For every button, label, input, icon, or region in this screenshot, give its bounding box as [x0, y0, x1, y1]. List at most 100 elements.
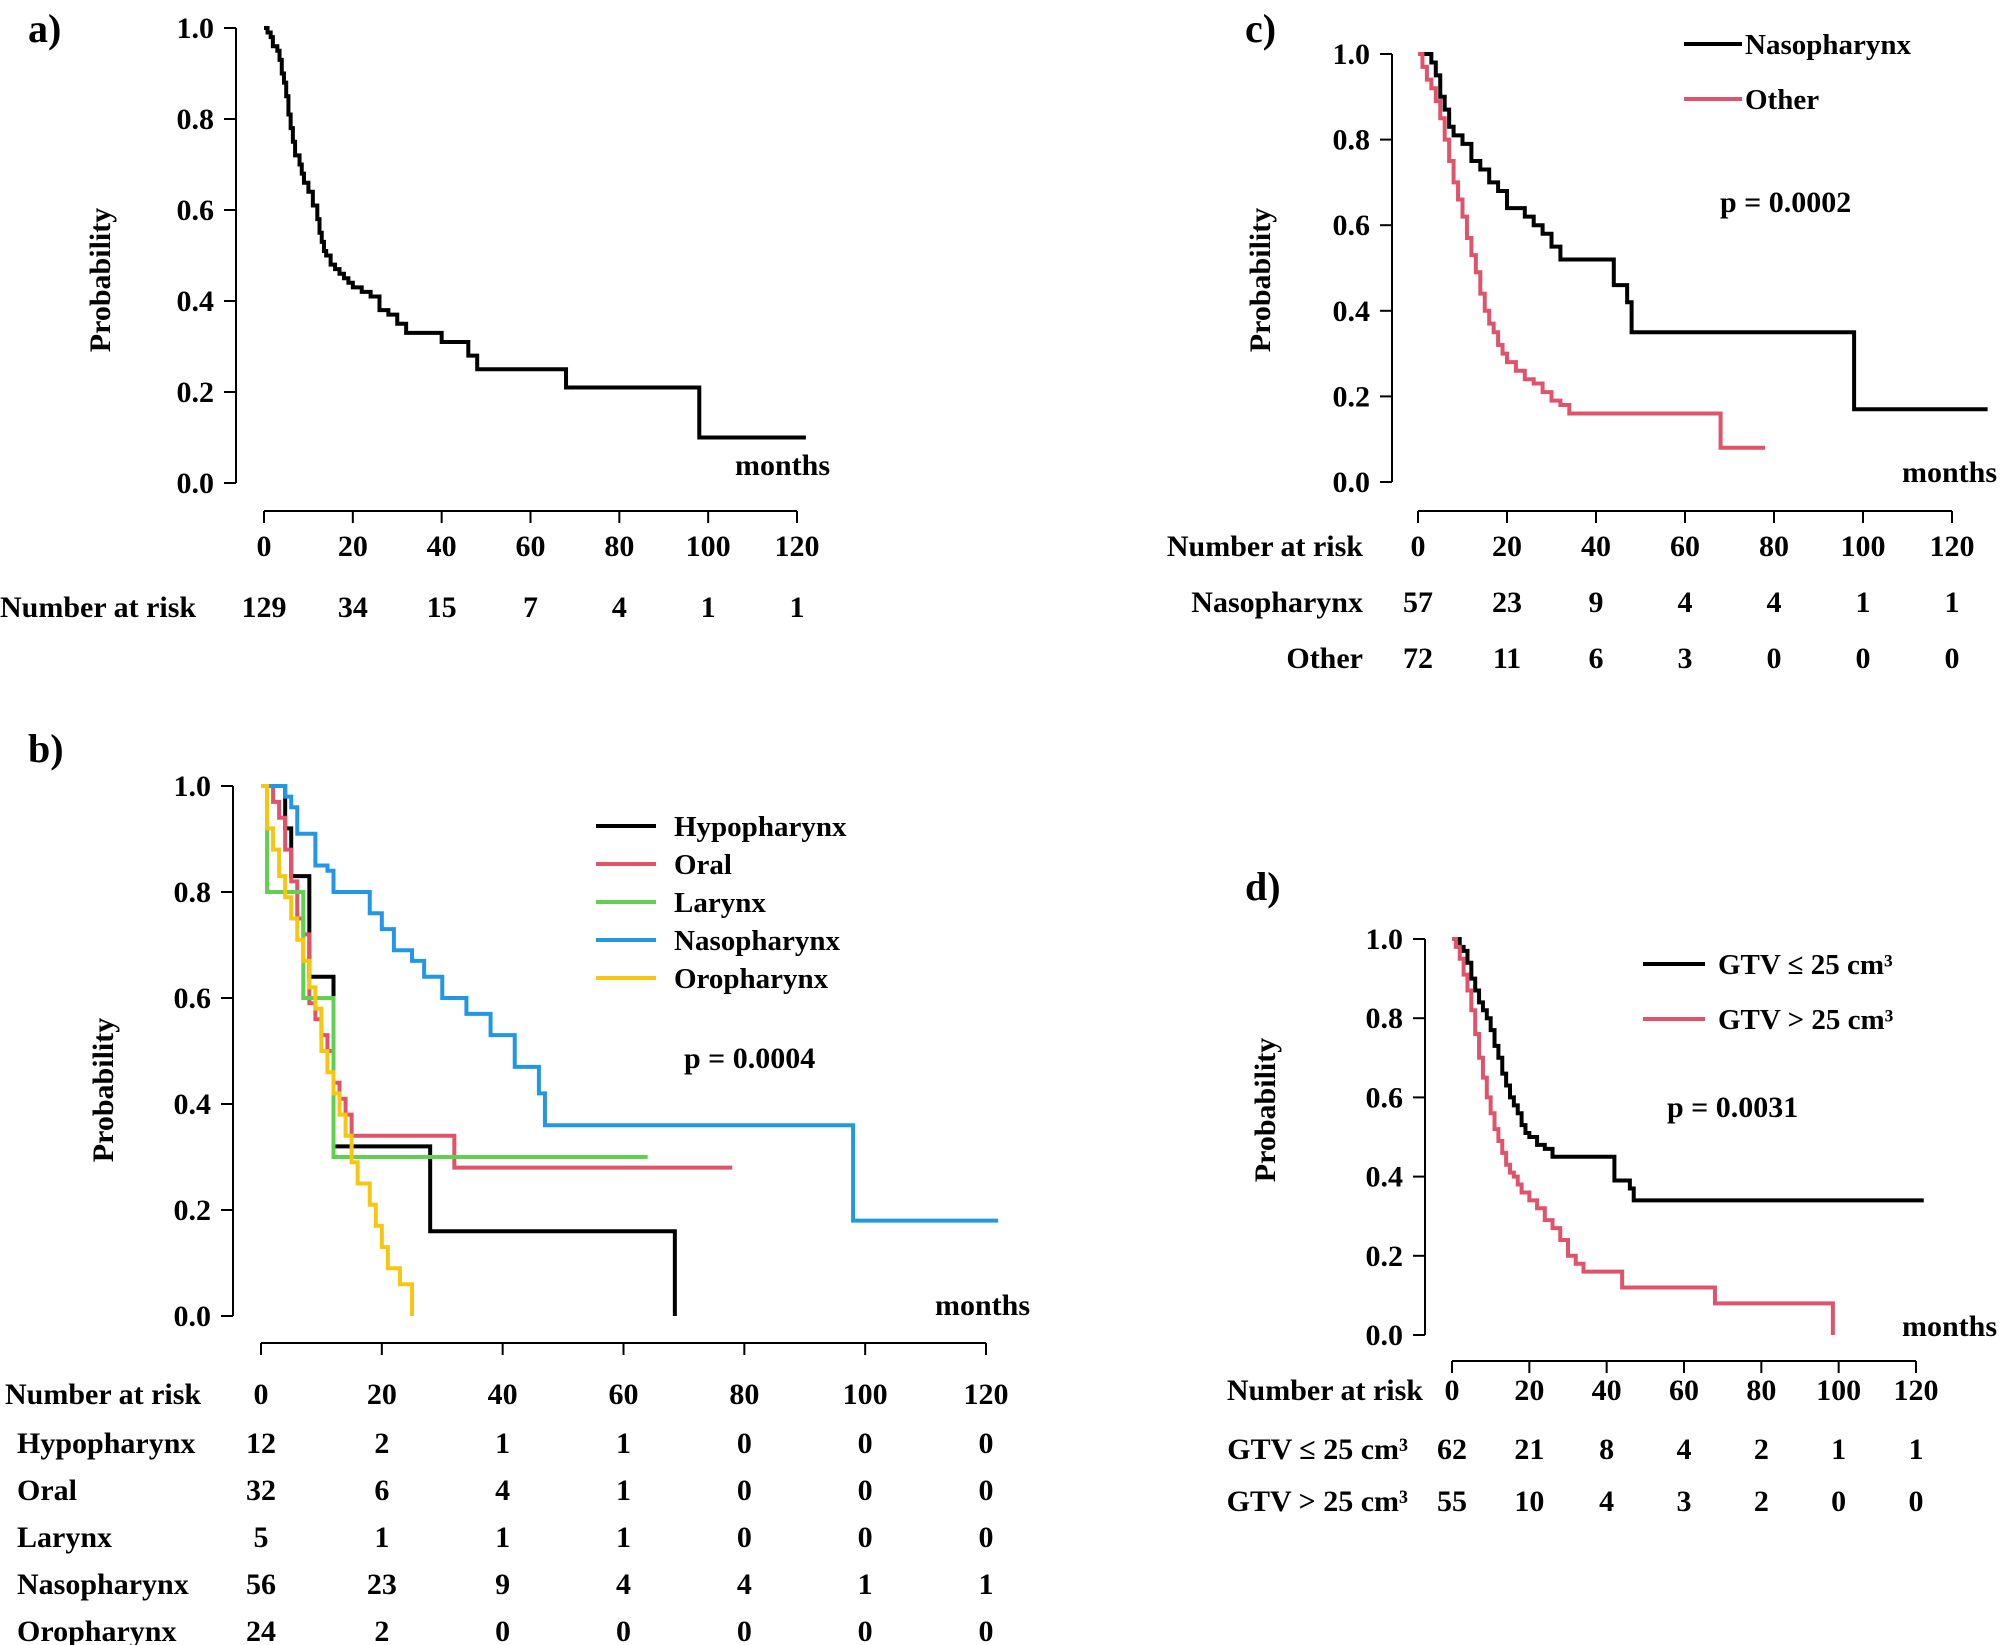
risk-value: 1	[374, 1521, 389, 1554]
x-tick-label: 120	[964, 1378, 1009, 1411]
risk-value: 4	[616, 1568, 631, 1601]
risk-value: 11	[1493, 642, 1521, 675]
risk-value: 5	[254, 1521, 269, 1554]
risk-value: 1	[790, 591, 805, 624]
x-tick-label: 20	[1514, 1374, 1544, 1407]
x-axis-unit: months	[1902, 1310, 1997, 1343]
x-tick-label: 60	[609, 1378, 639, 1411]
y-tick-label: 0.4	[174, 1088, 212, 1121]
x-tick-label: 0	[257, 530, 272, 563]
survival-curve-hypopharynx	[261, 784, 677, 1316]
panel-c: c)0.00.20.40.60.81.00 20 40 60 80 100 120Proba…	[1167, 6, 1997, 675]
y-tick-label: 0.6	[1333, 209, 1371, 242]
x-tick-label: 80	[729, 1378, 759, 1411]
risk-value: 129	[242, 591, 287, 624]
x-tick-label: 20	[338, 530, 368, 563]
x-tick-label: 60	[516, 530, 546, 563]
x-tick-label: 80	[1746, 1374, 1776, 1407]
risk-value: 0	[858, 1474, 873, 1507]
y-axis-label: Probability	[87, 1018, 120, 1162]
y-tick-label: 0.8	[174, 876, 212, 909]
survival-curve-oral	[261, 784, 733, 1170]
legend-entry: Nasopharynx	[674, 925, 840, 957]
y-tick-label: 0.6	[174, 982, 212, 1015]
risk-value: 6	[374, 1474, 389, 1507]
legend-entry: Other	[1745, 84, 1819, 116]
risk-value: 1	[616, 1474, 631, 1507]
risk-table-header: Number at risk	[1227, 1374, 1423, 1407]
legend-entry: GTV > 25 cm³	[1718, 1004, 1894, 1036]
risk-value: 0	[1767, 642, 1782, 675]
x-tick-label: 40	[488, 1378, 518, 1411]
x-tick-label: 40	[427, 530, 457, 563]
x-tick-label: 20	[1492, 530, 1522, 563]
risk-row-label: Other	[1286, 642, 1363, 675]
risk-row-label: GTV > 25 cm³	[1227, 1485, 1408, 1518]
y-tick-label: 0.8	[177, 103, 215, 136]
risk-value: 23	[367, 1568, 397, 1601]
x-tick-label: 100	[843, 1378, 888, 1411]
x-tick-label: 100	[1841, 530, 1886, 563]
risk-value: 72	[1403, 642, 1433, 675]
risk-value: 0	[1831, 1485, 1846, 1518]
panel-d: d)0.00.20.40.60.81.00 20 40 60 80 100 120Proba…	[1227, 864, 1997, 1518]
risk-value: 9	[1589, 586, 1604, 619]
x-tick-label: 40	[1592, 1374, 1622, 1407]
risk-value: 24	[246, 1615, 276, 1645]
p-value: p = 0.0002	[1720, 186, 1851, 219]
risk-value: 0	[979, 1521, 994, 1554]
risk-value: 2	[1754, 1433, 1769, 1466]
y-tick-label: 0.0	[1366, 1319, 1404, 1352]
legend-entry: Oropharynx	[674, 963, 829, 995]
risk-value: 4	[1677, 1433, 1692, 1466]
x-tick-label: 120	[775, 530, 820, 563]
risk-value: 1	[616, 1521, 631, 1554]
y-tick-label: 0.2	[174, 1194, 212, 1227]
risk-value: 1	[858, 1568, 873, 1601]
legend-entry: Nasopharynx	[1745, 29, 1911, 61]
panel-a: a) 0.0 0.2 0.4 0.6 0.8 1.0 0 20 40 60 80 100 120 Proba…	[0, 6, 830, 624]
risk-value: 1	[979, 1568, 994, 1601]
risk-value: 0	[1945, 642, 1960, 675]
y-tick-label: 0.4	[177, 285, 215, 318]
risk-value: 12	[246, 1427, 276, 1460]
x-tick-label: 0	[1445, 1374, 1460, 1407]
risk-value: 10	[1514, 1485, 1544, 1518]
risk-row-label: Hypopharynx	[17, 1427, 195, 1460]
risk-value: 3	[1677, 1485, 1692, 1518]
risk-value: 3	[1678, 642, 1693, 675]
survival-curve-other	[1418, 52, 1766, 450]
y-tick-label: 0.8	[1366, 1002, 1404, 1035]
survival-curve-gtv-25-cm-	[1452, 937, 1924, 1203]
p-value: p = 0.0004	[684, 1042, 815, 1075]
risk-value: 55	[1437, 1485, 1467, 1518]
risk-value: 2	[374, 1615, 389, 1645]
risk-value: 2	[374, 1427, 389, 1460]
risk-value: 0	[858, 1427, 873, 1460]
y-tick-label: 0.4	[1333, 295, 1371, 328]
risk-value: 23	[1492, 586, 1522, 619]
survival-curve-nasopharynx	[261, 784, 999, 1223]
risk-value: 4	[495, 1474, 510, 1507]
x-tick-label: 20	[367, 1378, 397, 1411]
panel-b: b)0.00.20.40.60.81.00 20 40 60 80 100 120Proba…	[5, 726, 1030, 1645]
x-tick-label: 60	[1670, 530, 1700, 563]
risk-value: 4	[612, 591, 627, 624]
risk-value: 0	[737, 1474, 752, 1507]
y-tick-label: 1.0	[174, 770, 212, 803]
risk-value: 7	[523, 591, 538, 624]
y-tick-label: 0.0	[174, 1300, 212, 1333]
risk-table-header: Number at risk	[1167, 530, 1363, 563]
risk-value: 0	[737, 1521, 752, 1554]
survival-curve-gtv-25-cm-	[1452, 937, 1835, 1335]
risk-value: 1	[616, 1427, 631, 1460]
risk-value: 15	[427, 591, 457, 624]
risk-value: 1	[1945, 586, 1960, 619]
risk-row-label: Nasopharynx	[17, 1568, 189, 1601]
risk-value: 4	[1599, 1485, 1614, 1518]
risk-value: 0	[616, 1615, 631, 1645]
risk-value: 4	[1678, 586, 1693, 619]
y-axis-label: Probability	[1249, 1038, 1282, 1182]
risk-value: 1	[1909, 1433, 1924, 1466]
x-axis-unit: months	[1902, 456, 1997, 489]
